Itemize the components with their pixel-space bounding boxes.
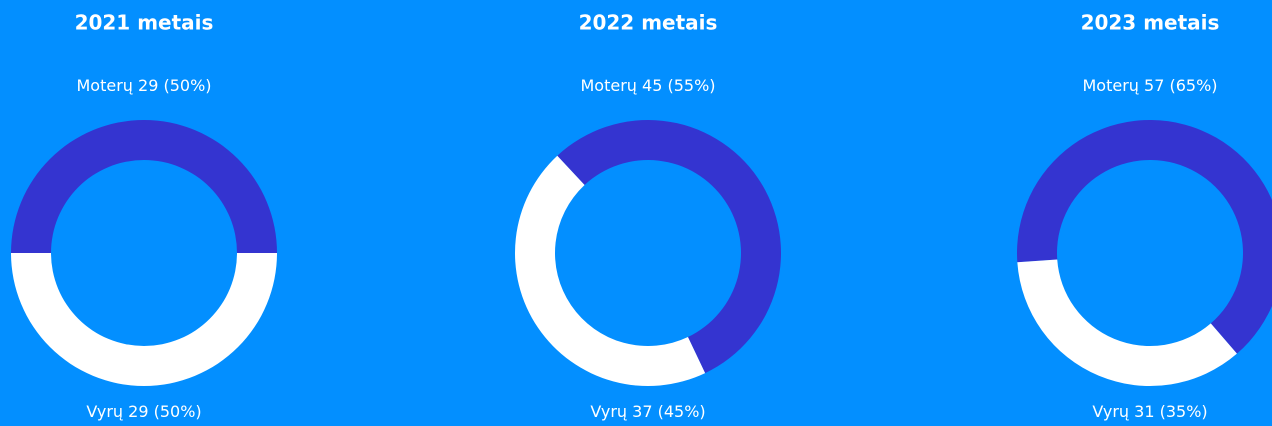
category-name: Vyrų: [1092, 402, 1129, 421]
value-label: 31 (35%): [1134, 402, 1208, 421]
segment-label: Moterų 29 (50%): [76, 76, 211, 95]
category-name: Vyrų: [86, 402, 123, 421]
value-label: 37 (45%): [632, 402, 706, 421]
chart-title: 2022 metais: [579, 11, 718, 35]
donut-segment: [11, 253, 277, 386]
category-name: Moterų: [580, 76, 636, 95]
donut-segment: [1016, 120, 1272, 354]
value-label: 45 (55%): [642, 76, 716, 95]
category-name: Vyrų: [590, 402, 627, 421]
segment-label: Moterų 57 (65%): [1082, 76, 1217, 95]
value-label: 29 (50%): [138, 76, 212, 95]
category-name: Moterų: [76, 76, 132, 95]
donut-segment: [557, 119, 782, 374]
value-label: 29 (50%): [128, 402, 202, 421]
chart-title: 2023 metais: [1081, 11, 1220, 35]
segment-label: Moterų 45 (55%): [580, 76, 715, 95]
segment-label: Vyrų 31 (35%): [1092, 402, 1207, 421]
chart-title: 2021 metais: [75, 11, 214, 35]
segment-label: Vyrų 29 (50%): [86, 402, 201, 421]
value-label: 57 (65%): [1144, 76, 1218, 95]
category-name: Moterų: [1082, 76, 1138, 95]
donut-segment: [515, 155, 706, 386]
donut-segment: [1017, 259, 1237, 387]
donut-segment: [11, 120, 277, 253]
segment-label: Vyrų 37 (45%): [590, 402, 705, 421]
